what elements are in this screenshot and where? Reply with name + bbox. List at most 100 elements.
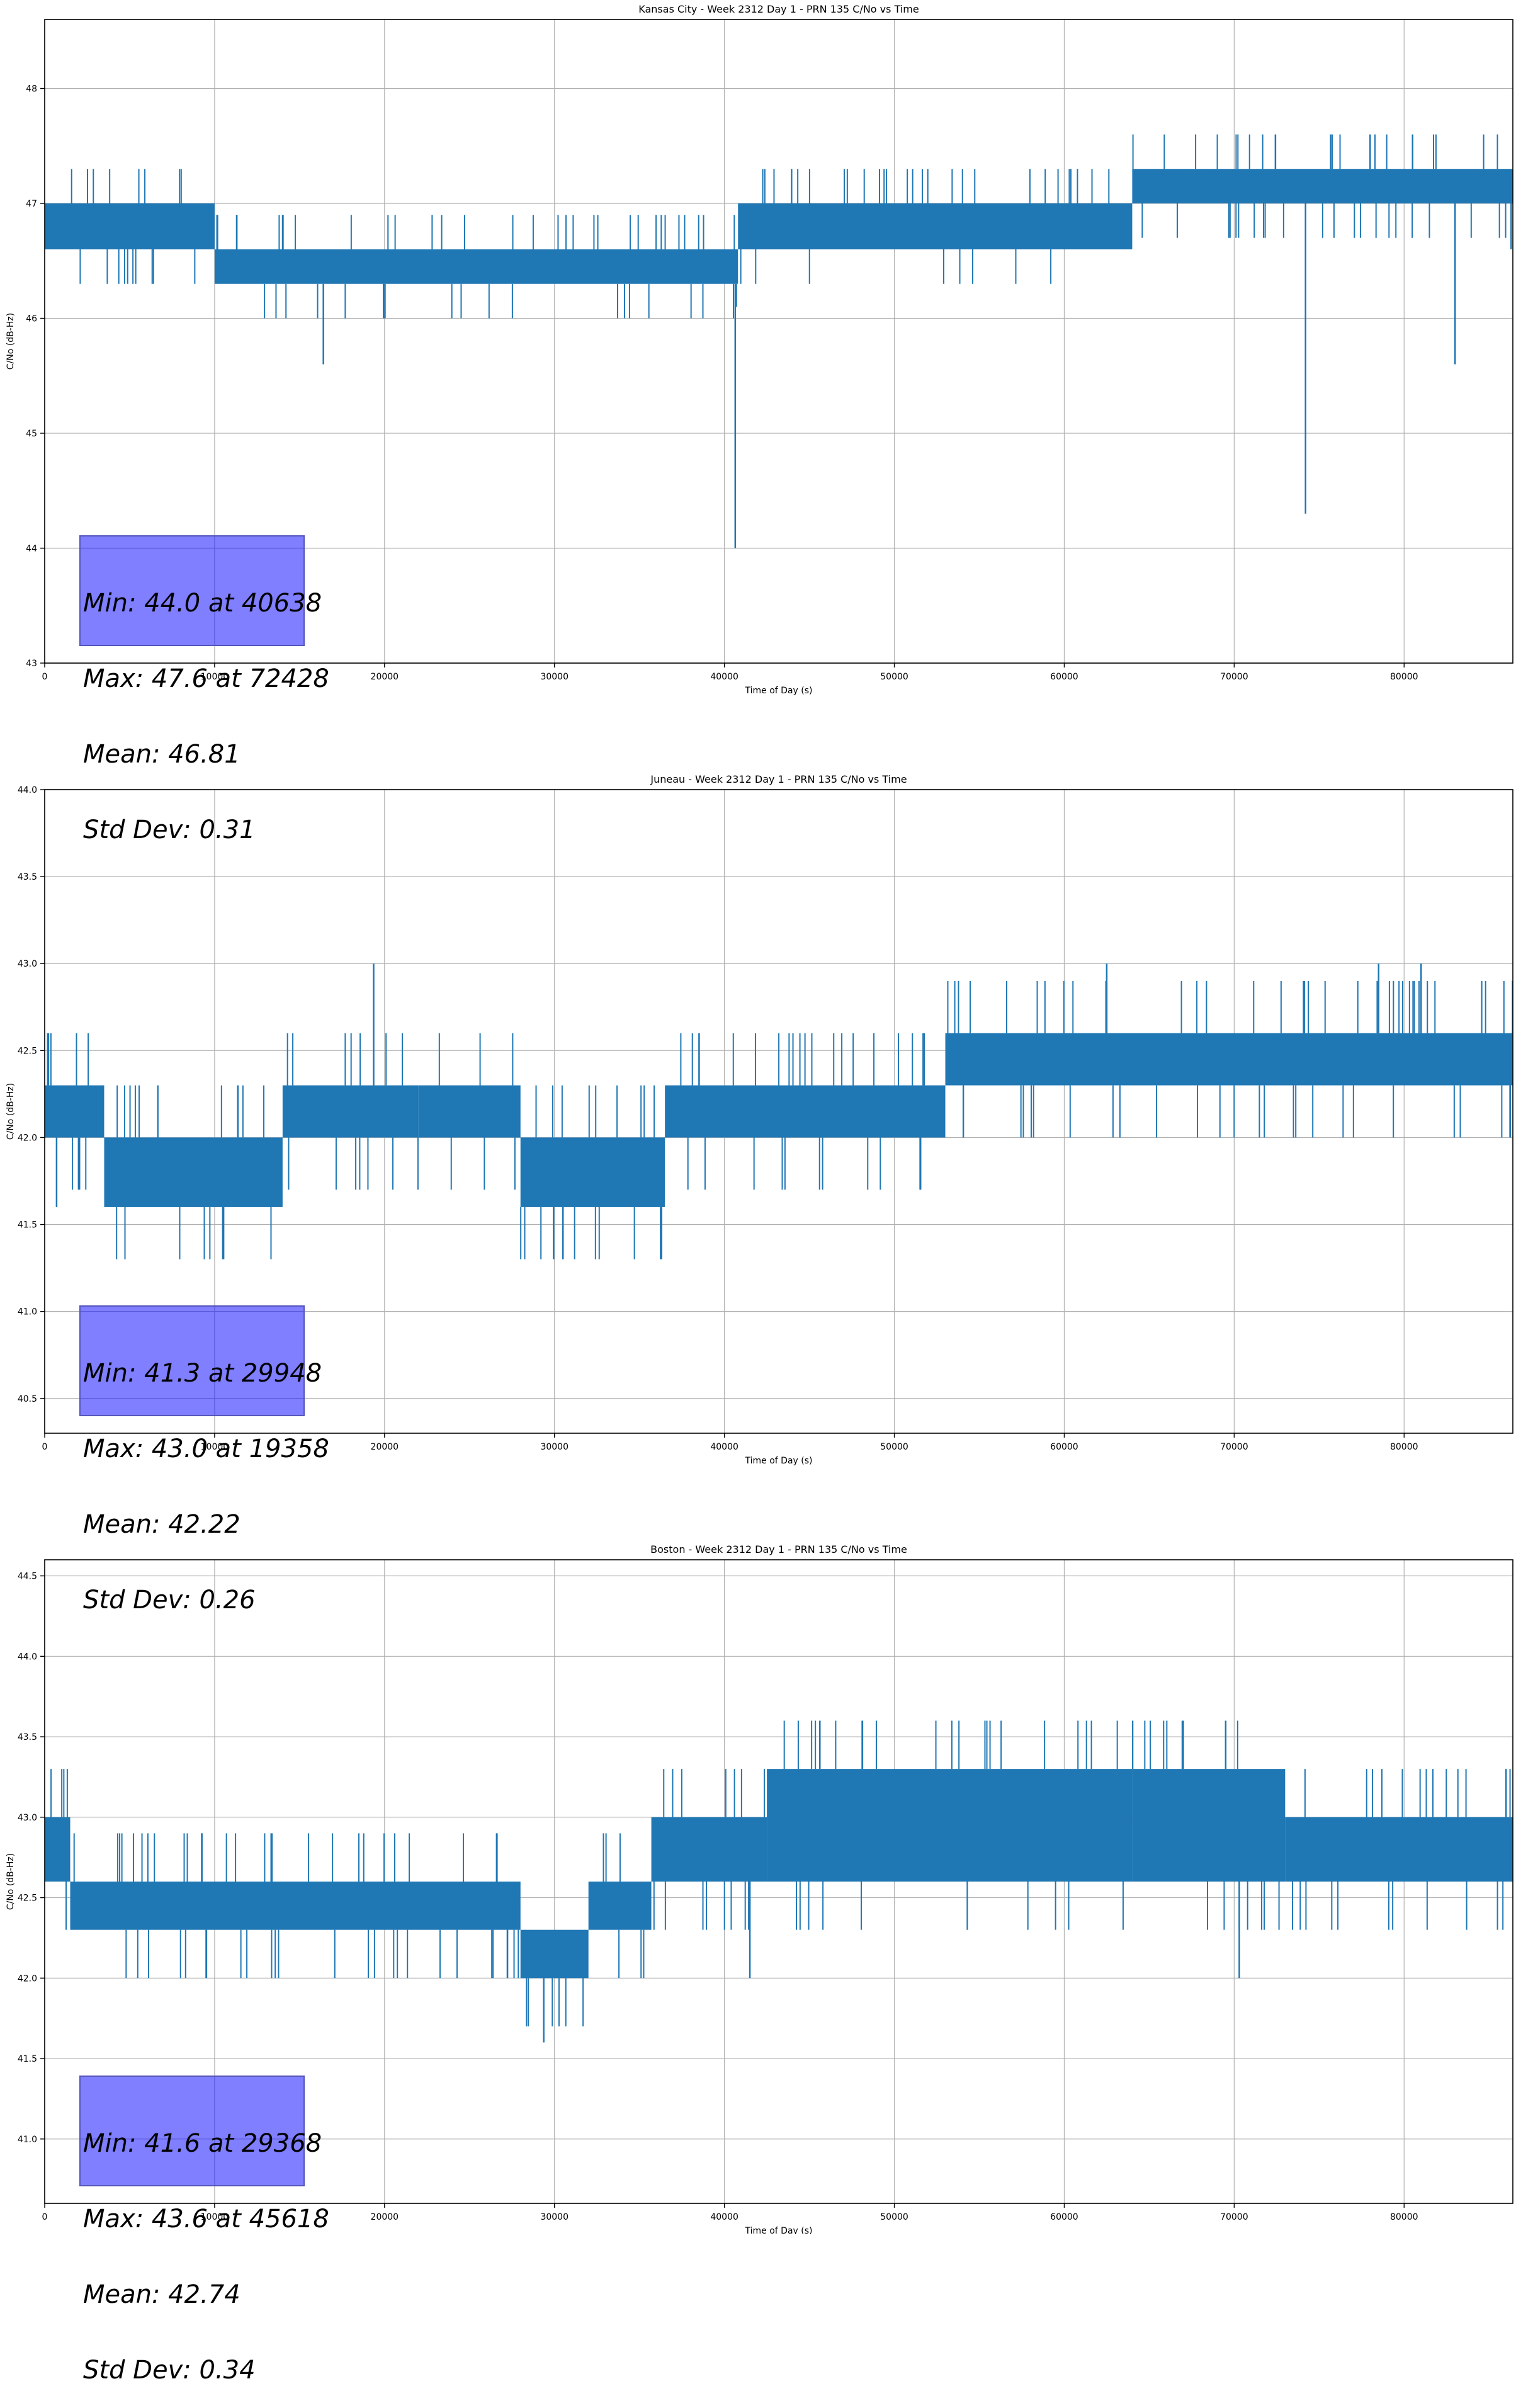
series-line [45,1720,1513,2043]
y-tick-label: 42.0 [18,1974,37,1984]
y-tick-label: 43.0 [18,959,37,969]
data-band [520,1137,665,1207]
chart-2: 0 10000 20000 30000 40000 50000 60000 70000 8000… [6,1543,1513,2234]
x-tick-label: 60000 [1050,1442,1078,1452]
x-tick-label: 80000 [1390,1442,1418,1452]
x-tick-label: 70000 [1220,2212,1248,2222]
x-tick-label: 70000 [1220,672,1248,682]
data-band [738,203,1133,249]
x-tick-label: 10000 [201,1442,229,1452]
y-tick-label: 42.5 [18,1046,37,1056]
data-band [520,1929,589,1979]
y-tick-label: 44.0 [18,785,37,795]
y-axis-label: C/No (dB-Hz) [6,1853,16,1910]
data-band [651,1817,767,1882]
x-tick-label: 50000 [880,672,908,682]
y-tick-label: 43.5 [18,1732,37,1742]
y-tick-label: 47 [26,199,37,209]
plot-frame [44,789,1513,1434]
x-tick-label: 80000 [1390,2212,1418,2222]
stats-box-boston: Min: 41.6 at 29368 Max: 43.6 at 45618 Me… [79,2076,329,2383]
data-band [945,1033,1513,1086]
x-axis-label: Time of Day (s) [745,2226,813,2234]
series-line [45,134,1513,548]
y-tick-label: 45 [26,429,37,439]
x-tick-label: 50000 [880,1442,908,1452]
x-tick-label: 50000 [880,2212,908,2222]
x-tick-label: 0 [42,2212,48,2222]
stats-max: Max: 47.6 at 72428 [83,664,329,693]
data-band [1285,1817,1513,1882]
stats-min: Min: 41.3 at 29948 [83,1359,322,1388]
stats-max: Max: 43.6 at 45618 [83,2205,329,2234]
x-tick-label: 10000 [201,672,229,682]
x-tick-label: 0 [42,672,48,682]
stats-min: Min: 44.0 at 40638 [83,589,322,618]
data-band [214,249,738,284]
y-axis-label: C/No (dB-Hz) [6,313,16,370]
x-tick-label: 80000 [1390,672,1418,682]
data-band [45,1817,71,1882]
chart-title: Kansas City - Week 2312 Day 1 - PRN 135 … [638,3,919,15]
chart-title: Juneau - Week 2312 Day 1 - PRN 135 C/No … [650,773,907,785]
x-tick-label: 70000 [1220,1442,1248,1452]
x-tick-label: 40000 [710,2212,738,2222]
stats-mean: Mean: 46.81 [83,740,240,769]
y-tick-label: 43 [26,659,37,669]
y-tick-label: 46 [26,314,37,324]
data-band [104,1137,283,1207]
y-tick-label: 40.5 [18,1394,37,1404]
x-tick-label: 60000 [1050,672,1078,682]
plot-frame [44,19,1513,664]
x-axis-label: Time of Day (s) [745,686,813,696]
stats-mean: Mean: 42.74 [83,2280,240,2309]
stats-box-kansas-city: Min: 44.0 at 40638 Max: 47.6 at 72428 Me… [79,535,329,843]
data-band [1132,169,1513,203]
x-axis-label: Time of Day (s) [745,1456,813,1466]
y-tick-label: 44.0 [18,1652,37,1662]
figure: 0 10000 20000 30000 40000 50000 60000 70000 8000… [6,3,1513,2234]
data-band [1132,1769,1286,1882]
x-tick-label: 20000 [371,672,399,682]
x-tick-label: 30000 [540,1442,568,1452]
x-tick-label: 0 [42,1442,48,1452]
y-tick-label: 42.5 [18,1894,37,1904]
data-band [282,1085,419,1138]
y-tick-label: 42.0 [18,1133,37,1143]
y-axis-label: C/No (dB-Hz) [6,1083,16,1140]
stats-box-juneau: Min: 41.3 at 29948 Max: 43.0 at 19358 Me… [79,1305,329,1613]
x-tick-label: 10000 [201,2212,229,2222]
y-tick-label: 43.5 [18,872,37,882]
x-tick-label: 30000 [540,672,568,682]
series-line [45,963,1513,1259]
plot-frame [44,1559,1513,2204]
y-tick-label: 43.0 [18,1813,37,1823]
x-tick-label: 20000 [371,1442,399,1452]
y-tick-label: 41.5 [18,1220,37,1230]
y-tick-label: 41.0 [18,1307,37,1317]
stats-std: Std Dev: 0.26 [83,1586,256,1615]
stats-std: Std Dev: 0.31 [83,815,256,844]
stats-max: Max: 43.0 at 19358 [83,1434,329,1463]
chart-0: 0 10000 20000 30000 40000 50000 60000 70000 8000… [6,3,1513,696]
data-band [45,1085,105,1138]
chart-1: 0 10000 20000 30000 40000 50000 60000 70000 8000… [6,773,1513,1466]
data-band [418,1085,521,1138]
y-tick-label: 44 [26,544,37,554]
stats-min: Min: 41.6 at 29368 [83,2129,322,2158]
data-band [588,1882,652,1930]
stats-std: Std Dev: 0.34 [83,2356,256,2385]
x-tick-label: 40000 [710,1442,738,1452]
x-tick-label: 40000 [710,672,738,682]
x-tick-label: 20000 [371,2212,399,2222]
x-tick-label: 30000 [540,2212,568,2222]
y-tick-label: 41.5 [18,2054,37,2064]
chart-title: Boston - Week 2312 Day 1 - PRN 135 C/No … [650,1543,907,1555]
data-band [70,1882,521,1930]
data-band [665,1085,946,1138]
y-tick-label: 44.5 [18,1572,37,1582]
data-band [767,1769,1133,1882]
y-tick-label: 41.0 [18,2135,37,2145]
y-tick-label: 48 [26,84,37,94]
x-tick-label: 60000 [1050,2212,1078,2222]
